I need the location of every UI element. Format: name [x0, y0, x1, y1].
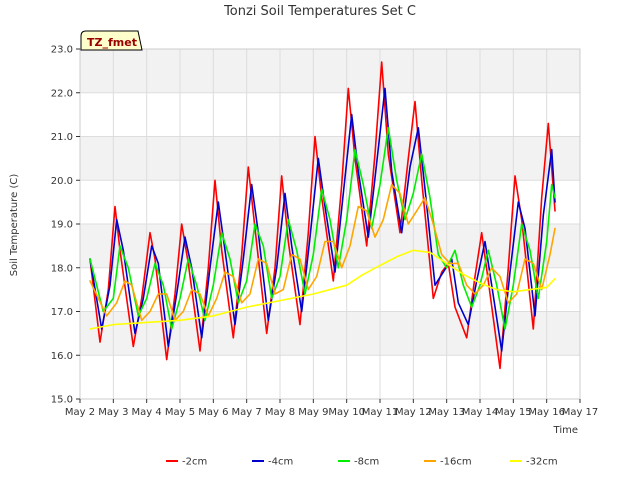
chart-title: Tonzi Soil Temperatures Set C — [223, 4, 416, 19]
y-tick-label: 20.0 — [51, 176, 73, 187]
x-tick-label: May 11 — [362, 407, 399, 418]
y-tick-label: 16.0 — [51, 351, 73, 362]
x-tick-label: May 5 — [165, 407, 195, 418]
x-tick-label: May 3 — [98, 407, 128, 418]
legend-label: -4cm — [268, 457, 293, 468]
badge-label: TZ_fmet — [87, 36, 137, 49]
x-tick-label: May 4 — [132, 407, 162, 418]
legend-label: -8cm — [354, 457, 379, 468]
series-line-32cmcm — [89, 249, 556, 330]
x-tick-label: May 12 — [395, 407, 432, 418]
x-tick-label: May 13 — [428, 407, 465, 418]
x-axis-ticks: May 2 May 3 May 4 May 5 May 6 May 7 May 8 May 9… — [65, 399, 598, 418]
y-axis-title: Soil Temperature (C) — [9, 174, 20, 277]
badge-shape — [80, 30, 143, 51]
y-tick-label: 15.0 — [51, 395, 73, 406]
tz-fmet-badge: TZ_fmet — [80, 30, 143, 51]
plot-band — [80, 92, 580, 137]
x-tick-label: May 15 — [495, 407, 532, 418]
x-tick-label: May 8 — [265, 407, 295, 418]
y-tick-label: 18.0 — [51, 263, 73, 274]
legend-label: -2cm — [182, 457, 207, 468]
y-axis-ticks: 15.0 16.0 17.0 18.0 19.0 20.0 21.0 22.0 23.0 — [51, 45, 80, 406]
x-tick-label: May 10 — [328, 407, 365, 418]
x-tick-label: May 16 — [528, 407, 565, 418]
x-tick-label: May 9 — [298, 407, 328, 418]
y-tick-label: 23.0 — [51, 45, 73, 56]
y-tick-label: 17.0 — [51, 307, 73, 318]
series-line-16cmcm — [89, 183, 556, 322]
series-lines — [89, 61, 556, 370]
legend-label: -32cm — [526, 457, 558, 468]
legend-label: -16cm — [440, 457, 472, 468]
plot-band — [80, 136, 580, 181]
x-tick-label: May 14 — [462, 407, 499, 418]
legend: -2cm -4cm -8cm -16cm -32cm — [166, 457, 558, 468]
y-tick-label: 22.0 — [51, 88, 73, 99]
x-tick-label: May 17 — [562, 407, 599, 418]
y-tick-label: 21.0 — [51, 132, 73, 143]
plot-band — [80, 49, 580, 93]
x-tick-label: May 7 — [232, 407, 262, 418]
x-axis-title: Time — [553, 425, 578, 436]
y-tick-label: 19.0 — [51, 220, 73, 231]
x-tick-label: May 2 — [65, 407, 95, 418]
plot-band — [80, 355, 580, 399]
x-tick-label: May 6 — [198, 407, 228, 418]
